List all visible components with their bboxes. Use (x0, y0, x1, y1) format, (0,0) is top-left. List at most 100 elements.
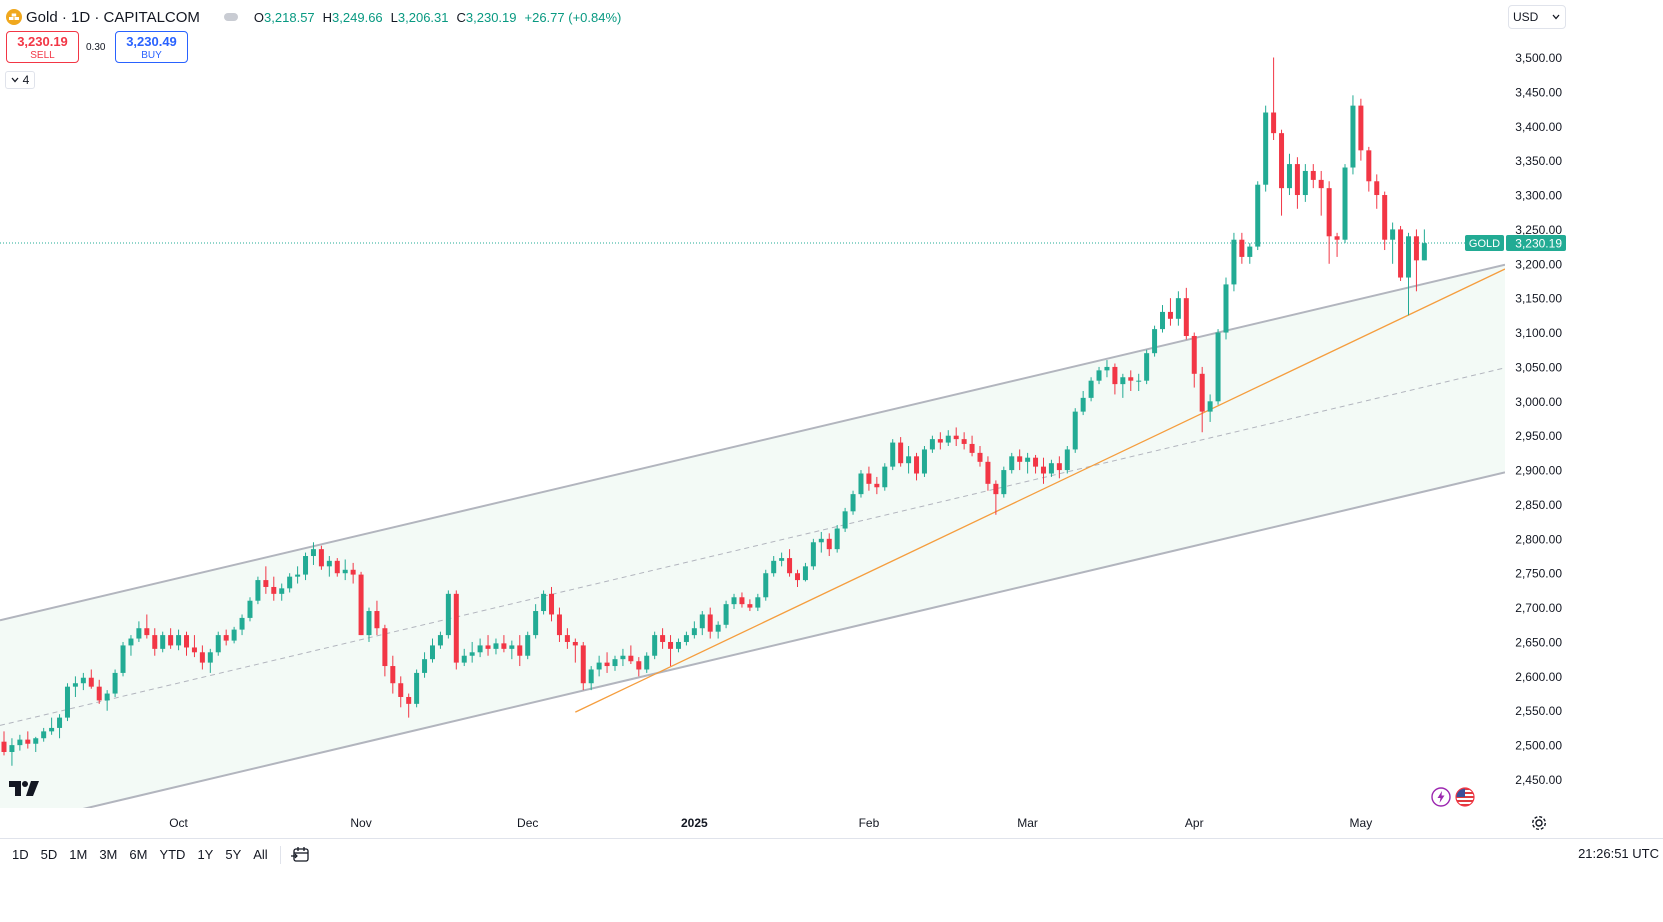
candle (850, 490, 856, 515)
time-tick-label: Dec (517, 816, 538, 830)
range-5y-button[interactable]: 5Y (225, 847, 242, 862)
candle-body (834, 528, 840, 550)
tradingview-logo-icon[interactable] (9, 781, 39, 796)
candle (509, 640, 515, 660)
candle (652, 631, 658, 660)
chevron-down-icon (1552, 14, 1560, 20)
candle-body (810, 542, 816, 567)
candle-body (1318, 179, 1324, 189)
calendar-icon[interactable] (290, 846, 311, 864)
candle (1358, 98, 1364, 161)
toolbar-divider (279, 845, 281, 864)
candle-body (675, 641, 681, 649)
candle (318, 545, 324, 570)
candle (985, 456, 991, 491)
range-1m-button[interactable]: 1M (69, 847, 88, 862)
candle (1112, 363, 1118, 395)
range-6m-button[interactable]: 6M (129, 847, 148, 862)
buy-button[interactable]: 3,230.49 BUY (115, 31, 188, 63)
range-1d-button[interactable]: 1D (12, 847, 29, 862)
candle (1255, 181, 1261, 251)
candle-body (25, 739, 31, 744)
low-label: L (390, 9, 398, 25)
candle-body (1025, 457, 1031, 462)
candle-body (342, 569, 348, 574)
candle-body (437, 635, 443, 646)
candle (1326, 181, 1332, 264)
candle (1318, 170, 1324, 216)
candle-body (739, 597, 745, 605)
candle-body (763, 573, 769, 598)
range-3m-button[interactable]: 3M (99, 847, 118, 862)
candle (747, 599, 753, 612)
candle-body (310, 549, 316, 557)
price-axis[interactable]: 2,450.00 2,500.00 2,550.00 2,600.00 2,650.00… (1465, 51, 1566, 787)
market-status-icon[interactable] (223, 13, 238, 21)
utc-clock[interactable]: 21:26:51 UTC (1578, 846, 1659, 861)
range-ytd-button[interactable]: YTD (159, 847, 186, 862)
candle (1215, 329, 1221, 405)
price-tick-label: 2,800.00 (1515, 532, 1562, 546)
candle (1302, 164, 1308, 202)
range-all-button[interactable]: All (253, 847, 268, 862)
candle (128, 635, 134, 656)
candle-body (1358, 105, 1364, 151)
sell-label: SELL (30, 50, 55, 61)
symbol-title[interactable]: Gold · 1D · CAPITALCOM (26, 8, 200, 26)
candle (763, 569, 769, 601)
candle (1390, 222, 1396, 264)
support-trendline (575, 268, 1505, 713)
candle (9, 738, 15, 766)
candle-body (1413, 236, 1419, 261)
candle-body (1255, 184, 1261, 247)
candle-body (398, 683, 404, 697)
gold-bars-icon (6, 9, 22, 25)
plot-content (0, 57, 1505, 808)
candle (1096, 366, 1102, 385)
candle-body (1405, 236, 1411, 278)
candle-body (350, 569, 356, 575)
candle (326, 556, 332, 577)
currency-select[interactable]: USD (1508, 5, 1566, 29)
candle-body (1009, 456, 1015, 471)
candle-body (517, 645, 523, 656)
candle-body (969, 443, 975, 453)
range-1y-button[interactable]: 1Y (197, 847, 214, 862)
candle (303, 552, 309, 581)
candle-body (1207, 401, 1213, 412)
price-tick-label: 3,350.00 (1515, 154, 1562, 168)
candle-body (33, 738, 39, 744)
candle-body (1382, 195, 1388, 240)
candle-body (57, 717, 63, 728)
candle-body (144, 628, 150, 636)
us-flag-icon[interactable] (1455, 787, 1475, 807)
candle (310, 542, 316, 565)
candle-body (771, 560, 777, 574)
sell-button[interactable]: 3,230.19 SELL (6, 31, 79, 63)
indicators-toggle-button[interactable]: 4 (5, 71, 35, 89)
candle (1072, 408, 1078, 453)
gear-icon[interactable] (1530, 814, 1548, 832)
candle (953, 427, 959, 447)
candle-body (707, 614, 713, 632)
open-value: 3,218.57 (264, 9, 315, 25)
range-buttons: 1D 5D 1M 3M 6M YTD 1Y 5Y All (0, 845, 268, 864)
candle (882, 463, 888, 491)
plot-area[interactable] (0, 57, 1505, 829)
flash-icon[interactable] (1431, 787, 1451, 807)
price-tag-symbol-box (1465, 235, 1504, 252)
candle-body (1, 741, 7, 752)
candle-body (1366, 150, 1372, 182)
candle (1033, 454, 1039, 474)
candle-body (826, 538, 832, 550)
candle (858, 470, 864, 498)
range-5d-button[interactable]: 5D (40, 847, 58, 862)
candle-body (914, 456, 920, 474)
time-axis[interactable]: Oct Nov Dec 2025 Feb Mar Apr May (0, 808, 1663, 831)
candle (1294, 157, 1300, 209)
candle (437, 631, 443, 649)
candle-body (874, 483, 880, 488)
ohlc-open: O3,218.57 (254, 10, 315, 25)
candle-body (176, 635, 182, 646)
